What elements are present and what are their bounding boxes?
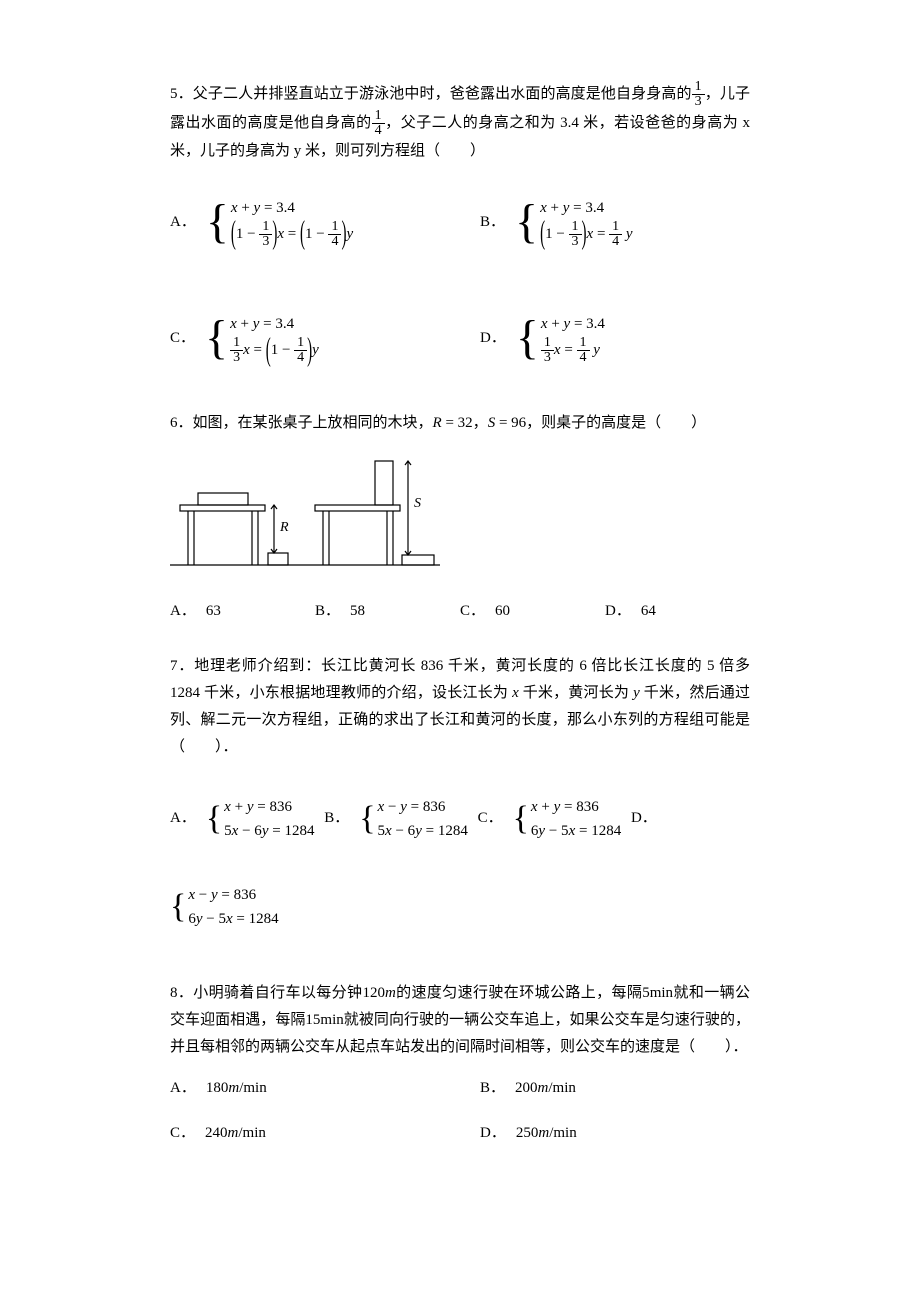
q8-option-d: D． 250m/min <box>480 1120 750 1147</box>
sys-row-1: x + y = 3.4 <box>231 196 353 220</box>
q5-frac-2: 14 <box>372 109 385 138</box>
S-label: S <box>414 496 421 511</box>
q7-option-c: C． { x + y = 836 6y − 5x = 1284 <box>478 775 622 863</box>
q5-option-a: A． { x + y = 3.4 (1 − 13)x = (1 − 14)y <box>170 179 440 265</box>
q7-option-a: A． { x + y = 836 5x − 6y = 1284 <box>170 775 314 863</box>
sys-row-2: 5x − 6y = 1284 <box>378 819 468 843</box>
q6-option-d: D． 64 <box>605 598 750 625</box>
option-label: C． <box>170 1120 195 1147</box>
equation-system: { x + y = 3.4 (1 − 13)x = 14 y <box>515 179 633 265</box>
sys-row-1: x − y = 836 <box>188 883 278 907</box>
sys-row-2: (1 − 13)x = (1 − 14)y <box>231 220 353 249</box>
option-text: 60 <box>495 598 510 625</box>
q6-stem-p2: ，则桌子的高度是（ ） <box>526 415 706 431</box>
equation-system: { x + y = 3.4 (1 − 13)x = (1 − 14)y <box>206 179 353 265</box>
q6-stem-p1: 如图，在某张桌子上放相同的木块， <box>193 415 433 431</box>
q6-number: 6． <box>170 415 193 431</box>
q5-stem-p1: 父子二人并排竖直站立于游泳池中时，爸爸露出水面的高度是他自身身高的 <box>193 86 692 102</box>
option-label: D． <box>480 1120 506 1147</box>
option-label: A． <box>170 799 196 838</box>
sys-row-1: x − y = 836 <box>378 795 468 819</box>
q5-number: 5． <box>170 86 193 102</box>
option-label: A． <box>170 209 196 236</box>
option-label: B． <box>315 598 340 625</box>
q6-option-c: C． 60 <box>460 598 605 625</box>
option-label: A． <box>170 598 196 625</box>
q6-option-b: B． 58 <box>315 598 460 625</box>
sys-row-1: x + y = 836 <box>531 795 621 819</box>
q6-option-a: A． 63 <box>170 598 315 625</box>
option-text: 180m/min <box>206 1075 267 1102</box>
sep: ， <box>473 415 488 431</box>
q8-option-a: A． 180m/min <box>170 1075 440 1102</box>
sys-row-2: 6y − 5x = 1284 <box>531 819 621 843</box>
sys-row-2: 6y − 5x = 1284 <box>188 907 278 931</box>
equation-system: { x + y = 3.4 13x = 14 y <box>516 295 605 381</box>
sys-row-2: (1 − 13)x = 14 y <box>540 220 633 249</box>
q8-val3: 15min <box>305 1012 343 1028</box>
q5-stem: 5．父子二人并排竖直站立于游泳池中时，爸爸露出水面的高度是他自身身高的13，儿子… <box>170 80 750 165</box>
q8-stem-p2: 的速度匀速行驶在环城公路上，每隔 <box>396 985 642 1001</box>
table-blocks-diagram: R S <box>170 455 440 570</box>
option-text: 63 <box>206 598 221 625</box>
q7-stem: 7．地理老师介绍到：长江比黄河长 836 千米，黄河长度的 6 倍比长江长度的 … <box>170 653 750 761</box>
q5-option-d: D． { x + y = 3.4 13x = 14 y <box>480 295 750 381</box>
q7-option-b: B． { x − y = 836 5x − 6y = 1284 <box>324 775 468 863</box>
q6-stem: 6．如图，在某张桌子上放相同的木块，R = 32，S = 96，则桌子的高度是（… <box>170 410 750 437</box>
q7-option-d: { x − y = 836 6y − 5x = 1284 <box>170 863 279 951</box>
question-8: 8．小明骑着自行车以每分钟120m的速度匀速行驶在环城公路上，每隔5min就和一… <box>170 980 750 1147</box>
q8-val1: 120m <box>362 985 395 1001</box>
option-label: B． <box>324 799 349 838</box>
option-text: 200m/min <box>515 1075 576 1102</box>
option-text: 250m/min <box>516 1120 577 1147</box>
q8-number: 8． <box>170 985 193 1001</box>
q6-figure: R S <box>170 455 750 580</box>
sys-row-2: 13x = 14 y <box>541 336 605 365</box>
q5-options: A． { x + y = 3.4 (1 − 13)x = (1 − 14)y B… <box>170 179 750 382</box>
sys-row-2: 5x − 6y = 1284 <box>224 819 314 843</box>
option-label: C． <box>170 325 195 352</box>
q6-S-eq: S = 96 <box>488 415 526 431</box>
sys-row-1: x + y = 3.4 <box>541 312 605 336</box>
option-text: 240m/min <box>205 1120 266 1147</box>
q6-R-eq: R = 32 <box>433 415 473 431</box>
question-5: 5．父子二人并排竖直站立于游泳池中时，爸爸露出水面的高度是他自身身高的13，儿子… <box>170 80 750 382</box>
q7-options: A． { x + y = 836 5x − 6y = 1284 B． { x −… <box>170 775 750 952</box>
option-label: D． <box>480 325 506 352</box>
option-label: D． <box>605 598 631 625</box>
option-label: A． <box>170 1075 196 1102</box>
q7-option-d-label-only: D． <box>631 799 667 838</box>
q6-options: A． 63 B． 58 C． 60 D． 64 <box>170 598 750 625</box>
q8-stem-p1: 小明骑着自行车以每分钟 <box>193 985 362 1001</box>
option-label: B． <box>480 209 505 236</box>
q8-options: A． 180m/min B． 200m/min C． 240m/min D． 250m/… <box>170 1075 750 1147</box>
sys-row-2: 13x = (1 − 14)y <box>230 336 319 365</box>
option-label: B． <box>480 1075 505 1102</box>
equation-system: { x + y = 3.4 13x = (1 − 14)y <box>205 295 319 381</box>
option-text: 64 <box>641 598 656 625</box>
q8-option-c: C． 240m/min <box>170 1120 440 1147</box>
option-label: D． <box>631 799 657 838</box>
question-7: 7．地理老师介绍到：长江比黄河长 836 千米，黄河长度的 6 倍比长江长度的 … <box>170 653 750 952</box>
question-6: 6．如图，在某张桌子上放相同的木块，R = 32，S = 96，则桌子的高度是（… <box>170 410 750 625</box>
q5-frac-1: 13 <box>692 80 705 109</box>
q8-stem: 8．小明骑着自行车以每分钟120m的速度匀速行驶在环城公路上，每隔5min就和一… <box>170 980 750 1061</box>
option-text: 58 <box>350 598 365 625</box>
q5-option-c: C． { x + y = 3.4 13x = (1 − 14)y <box>170 295 440 381</box>
q8-val2: 5min <box>642 985 673 1001</box>
option-label: C． <box>460 598 485 625</box>
sys-row-1: x + y = 836 <box>224 795 314 819</box>
sys-row-1: x + y = 3.4 <box>230 312 319 336</box>
q5-option-b: B． { x + y = 3.4 (1 − 13)x = 14 y <box>480 179 750 265</box>
q7-number: 7． <box>170 658 194 674</box>
q8-option-b: B． 200m/min <box>480 1075 750 1102</box>
option-label: C． <box>478 799 503 838</box>
R-label: R <box>279 520 289 535</box>
q7-stem-text: 地理老师介绍到：长江比黄河长 836 千米，黄河长度的 6 倍比长江长度的 5 … <box>170 658 750 755</box>
